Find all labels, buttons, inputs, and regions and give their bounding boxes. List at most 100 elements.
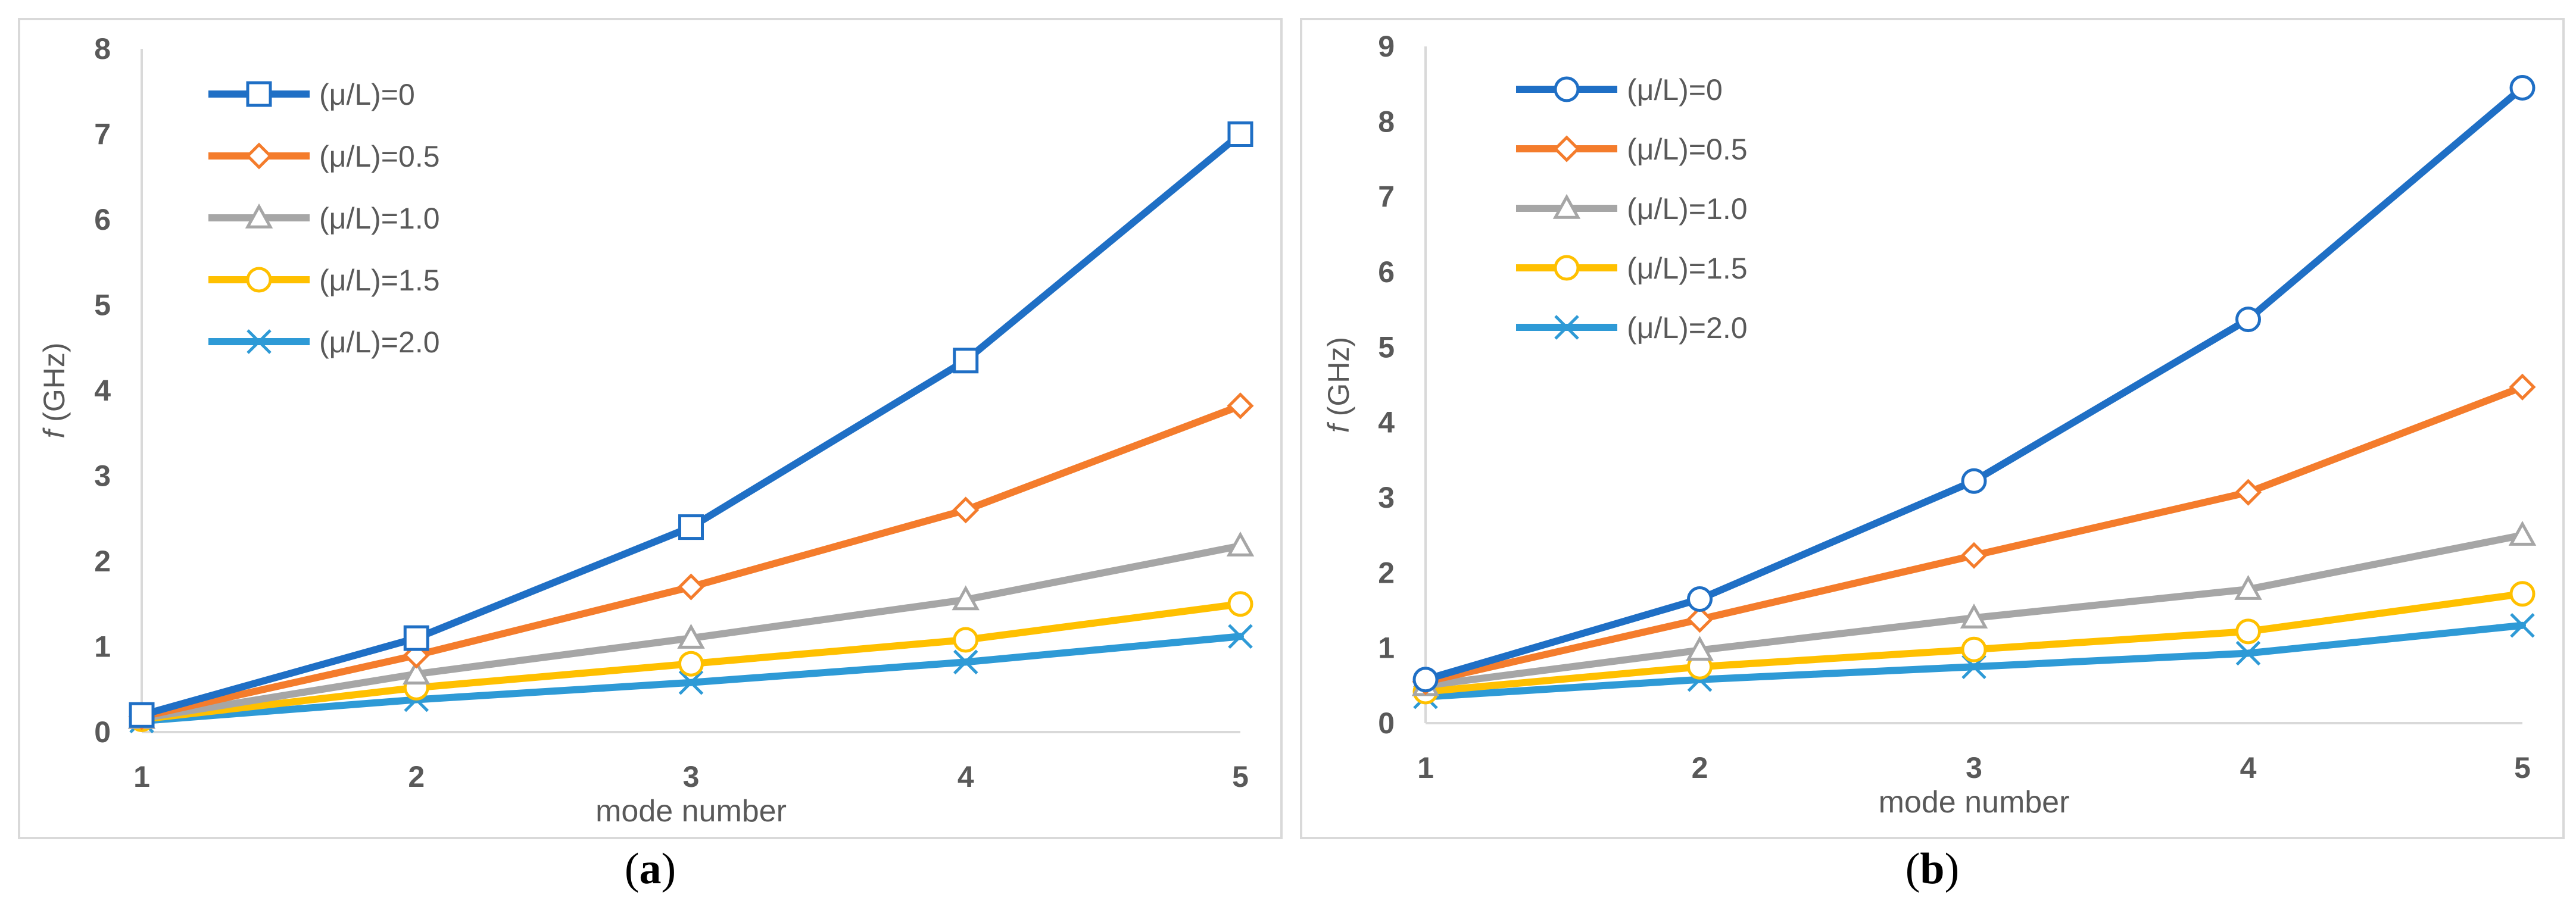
- chart-b-series-1-point: [2509, 373, 2536, 401]
- chart-a-legend-label: (μ/L)=0.5: [319, 140, 440, 173]
- chart-b-x-tick-label: 2: [1692, 751, 1708, 784]
- chart-a-series-4-point: [1228, 624, 1253, 649]
- chart-a-series-3-point: [953, 627, 979, 653]
- chart-b-series-2-point: [2234, 574, 2262, 600]
- chart-b-frame: [1300, 18, 2565, 839]
- chart-b-series-2-point: [2508, 521, 2537, 546]
- chart-b-legend-item-2: (μ/L)=1.0: [1516, 192, 1748, 226]
- chart-a-y-tick-label: 3: [94, 459, 111, 493]
- caption-b-letter: b: [1920, 845, 1945, 893]
- chart-a-series-4-point: [953, 649, 978, 675]
- caption-b-close: ): [1944, 845, 1960, 893]
- chart-b-legend-marker: [1552, 193, 1581, 219]
- chart-a-legend-marker: [245, 142, 273, 170]
- chart-a-x-axis-label: mode number: [595, 794, 787, 829]
- chart-a-series-3-point: [678, 651, 704, 677]
- chart-b-x-tick-label: 3: [1966, 751, 1982, 784]
- chart-a-y-tick-label: 0: [94, 715, 111, 749]
- chart-b-y-tick-label: 3: [1378, 481, 1395, 514]
- chart-a-legend-marker: [247, 329, 272, 354]
- chart-b-legend-item-3: (μ/L)=1.5: [1516, 252, 1748, 285]
- caption-a-letter: a: [639, 845, 662, 893]
- chart-b-series-1-point: [2234, 479, 2262, 506]
- chart-b-x-axis-label: mode number: [1879, 785, 2070, 820]
- chart-b-legend-item-1: (μ/L)=0.5: [1516, 133, 1748, 166]
- chart-a-y-tick-label: 4: [94, 374, 111, 407]
- chart-a-series-0-point: [1227, 121, 1253, 147]
- chart-panel-a: 0 1 2 3 4 5 6 7 8 1 2 3 4 5 mode number f (GHz) (μ/L)=0(…: [18, 18, 1283, 839]
- caption-a: (a): [531, 844, 769, 895]
- chart-b-series-1-point: [1686, 606, 1714, 633]
- chart-a-series-1-point: [952, 496, 980, 524]
- chart-b-series-3-point: [2509, 581, 2536, 607]
- chart-b-legend-label: (μ/L)=1.0: [1627, 192, 1748, 226]
- chart-b-legend-marker: [1554, 315, 1579, 340]
- chart-a-y-tick-label: 2: [94, 545, 111, 578]
- chart-b-legend-label: (μ/L)=1.5: [1627, 252, 1748, 285]
- chart-b-y-axis-label: f (GHz): [1322, 337, 1355, 433]
- chart-b-x-tick-label: 5: [2514, 751, 2531, 784]
- caption-a-open: (: [624, 845, 640, 893]
- chart-b-x-tick-label: 4: [2240, 751, 2257, 784]
- chart-b-legend-item-0: (μ/L)=0: [1516, 73, 1723, 107]
- chart-a-series-0-point: [403, 625, 429, 651]
- chart-b-series-2-point: [1686, 636, 1714, 661]
- chart-a-legend-item-4: (μ/L)=2.0: [208, 326, 440, 359]
- chart-a-series-0-point: [129, 702, 155, 728]
- chart-a-series-0-point: [678, 514, 704, 540]
- chart-a-y-tick-label: 8: [94, 32, 111, 65]
- chart-a-y-axis-label: f (GHz): [38, 342, 71, 438]
- chart-a-series-1-point: [1227, 392, 1254, 420]
- chart-b-y-tick-label: 4: [1378, 406, 1395, 439]
- chart-a-series-4-point: [678, 670, 704, 695]
- chart-b-series-0-point: [2509, 74, 2536, 101]
- chart-a-series-1-point: [677, 573, 705, 601]
- chart-a-legend-item-3: (μ/L)=1.5: [208, 264, 440, 297]
- chart-b-series-0-point: [1412, 667, 1439, 693]
- chart-a-y-tick-label: 1: [94, 630, 111, 664]
- chart-a-y-tick-label: 6: [94, 203, 111, 236]
- chart-a-legend-marker: [246, 81, 272, 107]
- chart-b-y-tick-label: 6: [1378, 255, 1395, 289]
- chart-b-series-0: [1412, 74, 2536, 693]
- caption-b-open: (: [1905, 845, 1920, 893]
- chart-b-legend-label: (μ/L)=2.0: [1627, 311, 1748, 345]
- chart-a-series-3: [129, 591, 1253, 732]
- chart-b-legend-marker: [1553, 135, 1580, 162]
- chart-a-series-2-point: [1226, 532, 1255, 557]
- chart-b-y-tick-label: 7: [1378, 180, 1395, 214]
- chart-a-legend-label: (μ/L)=1.0: [319, 202, 440, 235]
- chart-b-series-3: [1412, 581, 2536, 705]
- chart-b-series-2-point: [1960, 603, 1988, 629]
- chart-b-y-tick-label: 2: [1378, 556, 1395, 589]
- chart-a-series-0-point: [953, 348, 979, 374]
- chart-a-x-tick-label: 4: [958, 760, 974, 793]
- chart-a-x-tick-label: 2: [408, 760, 425, 793]
- chart-a-y-tick-label: 7: [94, 118, 111, 151]
- chart-a-legend-label: (μ/L)=1.5: [319, 264, 440, 297]
- chart-a-legend-item-2: (μ/L)=1.0: [208, 202, 440, 235]
- caption-b: (b): [1813, 844, 2051, 895]
- chart-b-legend-label: (μ/L)=0: [1627, 73, 1723, 107]
- chart-a-series-3-point: [1227, 591, 1253, 617]
- chart-b-series-3-point: [2235, 618, 2261, 645]
- chart-b-x-tick-label: 1: [1417, 751, 1434, 784]
- chart-b-series-0-point: [2235, 307, 2261, 333]
- chart-b-y-tick-label: 5: [1378, 330, 1395, 364]
- chart-b-legend-marker: [1554, 76, 1580, 102]
- chart-a-y-axis-label-unit: (GHz): [38, 342, 71, 430]
- chart-b-y-axis-label-unit: (GHz): [1322, 337, 1355, 424]
- chart-b-y-tick-label: 0: [1378, 706, 1395, 740]
- chart-b-series-4-point: [2235, 640, 2261, 666]
- chart-a-legend-marker: [246, 267, 272, 293]
- chart-a-x-tick-label: 1: [133, 760, 150, 793]
- chart-b-y-tick-label: 1: [1378, 631, 1395, 665]
- chart-panel-b: 0 1 2 3 4 5 6 7 8 9 1 2 3 4 5 mode number f (GHz) (μ/L)=0…: [1300, 18, 2565, 839]
- chart-a-series-2-point: [677, 624, 705, 649]
- chart-b-series-0-point: [1687, 586, 1713, 612]
- chart-b-y-tick-label: 9: [1378, 30, 1395, 63]
- chart-a-legend-label: (μ/L)=0: [319, 78, 415, 111]
- chart-b-legend-marker: [1554, 255, 1580, 281]
